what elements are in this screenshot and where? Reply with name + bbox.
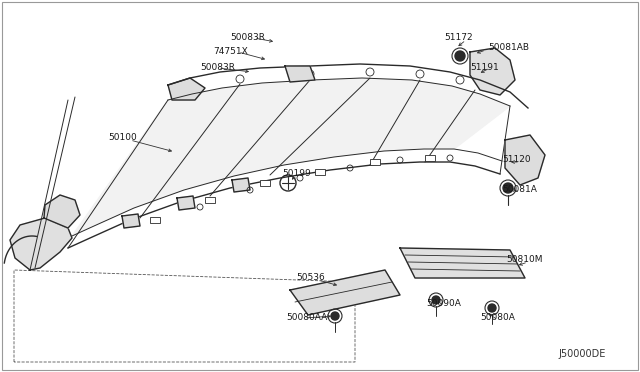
Text: 50081AB: 50081AB bbox=[488, 44, 529, 52]
Text: 51172: 51172 bbox=[444, 33, 472, 42]
Text: 50083R: 50083R bbox=[200, 64, 235, 73]
Bar bbox=[370, 159, 380, 165]
Text: 50536: 50536 bbox=[296, 273, 324, 282]
Text: J50000DE: J50000DE bbox=[558, 349, 605, 359]
Polygon shape bbox=[10, 218, 72, 270]
Circle shape bbox=[503, 183, 513, 193]
Polygon shape bbox=[72, 78, 510, 236]
Text: 50083R: 50083R bbox=[230, 33, 265, 42]
Polygon shape bbox=[232, 178, 250, 192]
Text: 74751X: 74751X bbox=[213, 48, 248, 57]
Text: 50100: 50100 bbox=[108, 134, 137, 142]
Bar bbox=[260, 180, 270, 186]
Text: 50199: 50199 bbox=[282, 170, 311, 179]
Text: 50080A: 50080A bbox=[480, 314, 515, 323]
Circle shape bbox=[488, 304, 496, 312]
Polygon shape bbox=[400, 248, 525, 278]
Polygon shape bbox=[505, 135, 545, 185]
Bar bbox=[150, 217, 160, 223]
Bar bbox=[315, 169, 325, 175]
Polygon shape bbox=[44, 195, 80, 228]
Circle shape bbox=[455, 51, 465, 61]
Polygon shape bbox=[168, 78, 205, 100]
Bar bbox=[205, 197, 215, 203]
Text: 51191: 51191 bbox=[470, 64, 499, 73]
Text: 51120: 51120 bbox=[502, 155, 531, 164]
Bar bbox=[425, 155, 435, 161]
Polygon shape bbox=[177, 196, 195, 210]
Text: 50080AA: 50080AA bbox=[286, 314, 327, 323]
Circle shape bbox=[331, 312, 339, 320]
Polygon shape bbox=[470, 48, 515, 95]
Text: 50081A: 50081A bbox=[502, 186, 537, 195]
Polygon shape bbox=[290, 270, 400, 315]
Polygon shape bbox=[122, 214, 140, 228]
Text: 50810M: 50810M bbox=[506, 256, 543, 264]
Circle shape bbox=[432, 296, 440, 304]
Text: 50090A: 50090A bbox=[426, 299, 461, 308]
Polygon shape bbox=[285, 66, 315, 82]
